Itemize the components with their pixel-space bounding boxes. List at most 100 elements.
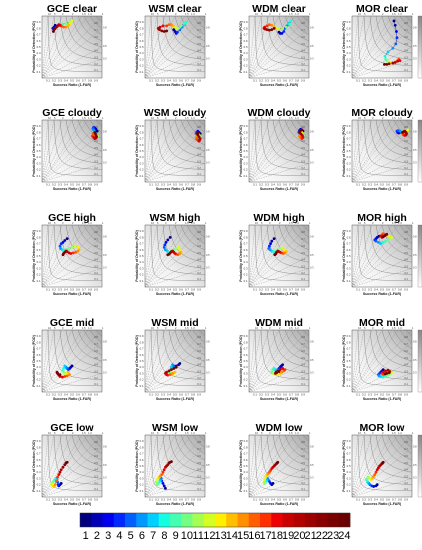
bias-line: [249, 237, 309, 287]
bias-label: 2: [279, 326, 281, 330]
panel-title: MOR clear: [356, 3, 408, 15]
csi-label: 0.3: [404, 474, 408, 478]
y-tick-label: 0.4: [37, 470, 41, 474]
x-tick-label: 0.1: [356, 288, 360, 292]
bias-line: [249, 120, 280, 182]
hour-point: [390, 236, 393, 239]
y-tick-label: 0.6: [140, 248, 144, 252]
y-tick-label: 0.2: [37, 64, 41, 68]
hour-point: [272, 27, 276, 30]
y-tick-label: 0.7: [140, 242, 144, 246]
bias-label: 1.5: [82, 326, 86, 330]
hour-point: [67, 247, 71, 250]
csi-contour: [168, 435, 205, 473]
csi-contour: [393, 330, 412, 349]
csi-contour: [405, 16, 412, 23]
hour-point: [64, 25, 68, 29]
bias-label: 1.3: [191, 326, 195, 330]
bias-label: 3: [165, 116, 167, 120]
bias-line: [42, 225, 63, 287]
bias-label: 0.5: [206, 463, 210, 467]
bias-label: 0.5: [413, 463, 417, 467]
legend-hour-label: 13: [215, 530, 227, 542]
hour-point: [284, 25, 288, 29]
hour-point: [170, 368, 173, 372]
bias-label: 5: [261, 116, 263, 120]
bias-line: [42, 435, 55, 497]
y-tick-label: 0.1: [347, 70, 351, 74]
y-tick-label: 0.4: [347, 470, 351, 474]
x-axis-label: Success Ratio (1-FAR): [363, 292, 402, 296]
bias-line: [145, 120, 192, 182]
csi-label: 0.5: [94, 251, 98, 255]
csi-label: 0.4: [404, 468, 408, 472]
x-tick-label: 0.2: [362, 288, 366, 292]
hour-point: [374, 484, 378, 488]
hour-point: [165, 29, 169, 33]
csi-label: 0.8: [94, 230, 98, 234]
bias-line: [352, 16, 373, 78]
x-tick-label: 0.4: [271, 288, 275, 292]
csi-label: 0.8: [94, 440, 98, 444]
csi-label: 0.6: [94, 244, 98, 248]
csi-contour: [393, 225, 412, 244]
x-tick-label: 0.1: [253, 393, 257, 397]
y-tick-label: 0.4: [140, 260, 144, 264]
bias-label: 3: [62, 431, 64, 435]
y-tick-label: 0.3: [140, 476, 144, 480]
csi-label: 0.3: [94, 264, 98, 268]
bias-label: 1.5: [82, 116, 86, 120]
x-tick-label: 0.4: [374, 498, 378, 502]
bias-line: [352, 225, 365, 287]
hour-point: [278, 247, 282, 250]
y-axis-label: Probability of Detection (POD): [342, 439, 346, 491]
hour-point: [53, 483, 57, 486]
hour-point: [182, 22, 186, 25]
csi-contour: [387, 435, 412, 460]
y-tick-label: 0.3: [244, 476, 248, 480]
x-tick-label: 0.6: [386, 498, 390, 502]
hour-point: [381, 375, 385, 379]
y-axis-label: Probability of Detection (POD): [135, 20, 139, 72]
hour-point: [174, 247, 178, 250]
bias-line: [249, 120, 296, 182]
csi-contour: [95, 330, 102, 337]
bias-label: 3: [269, 326, 271, 330]
bias-line: [145, 150, 205, 182]
bias-line: [42, 447, 102, 497]
bias-line: [352, 330, 359, 392]
hour-point: [374, 470, 378, 474]
bias-label: 2: [279, 221, 281, 225]
y-tick-label: 0.5: [244, 254, 248, 258]
csi-label: 0.7: [404, 28, 408, 32]
bias-label: 5: [261, 221, 263, 225]
bias-label: 5: [157, 221, 159, 225]
bias-label: 0.3: [206, 56, 210, 60]
bias-line: [249, 268, 309, 287]
bias-line: [42, 360, 102, 392]
hour-point: [265, 24, 269, 28]
bias-line: [42, 120, 89, 182]
y-tick-label: 0.2: [37, 273, 41, 277]
csi-label: 0.4: [404, 258, 408, 262]
csi-label: 0.2: [301, 271, 305, 275]
bias-label: 2: [382, 221, 384, 225]
bias-label: 5: [157, 431, 159, 435]
x-tick-label: 0.1: [149, 79, 153, 83]
bias-label: 3: [372, 431, 374, 435]
x-tick-label: 0.8: [88, 79, 92, 83]
y-tick-label: 0.6: [37, 458, 41, 462]
x-tick-label: 0.2: [362, 183, 366, 187]
x-tick-label: 0.4: [271, 498, 275, 502]
hour-point: [58, 244, 62, 248]
x-axis-label: Success Ratio (1-FAR): [156, 292, 195, 296]
legend-hour-label: 10: [181, 530, 193, 542]
panel-title: WSM high: [150, 212, 201, 224]
csi-contour: [254, 330, 309, 386]
x-tick-label: 0.1: [46, 183, 50, 187]
legend-hour-label: 8: [161, 530, 167, 542]
bias-label: 1.5: [185, 116, 189, 120]
csi-contour: [180, 330, 205, 355]
y-tick-label: 0.7: [347, 137, 351, 141]
